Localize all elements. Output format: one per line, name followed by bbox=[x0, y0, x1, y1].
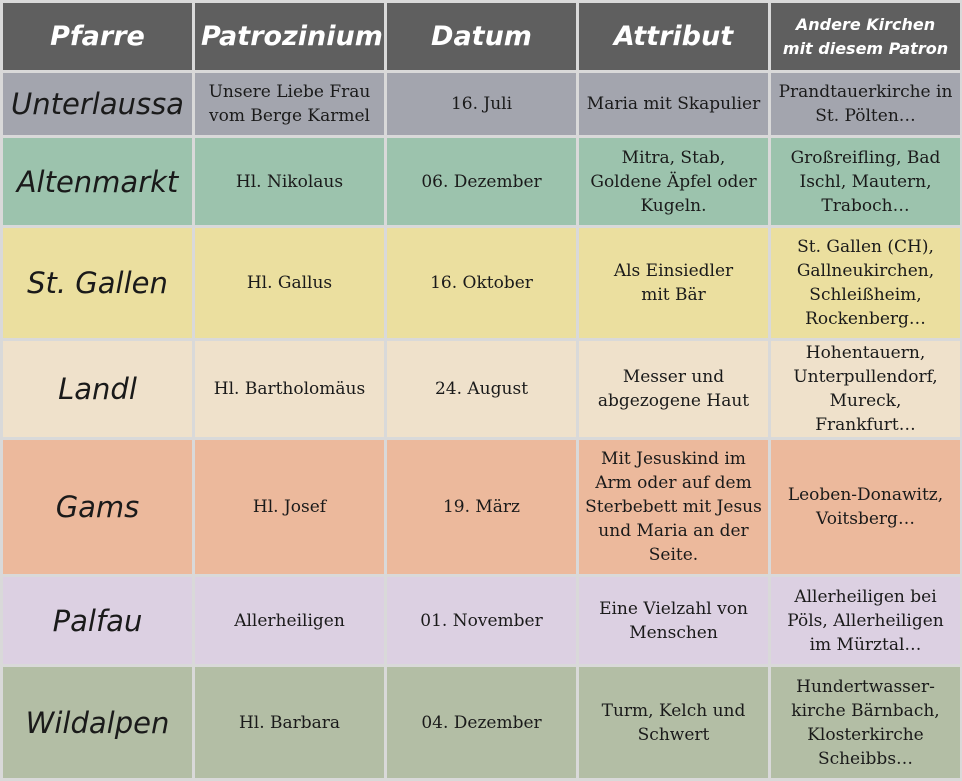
cell-patrozinium: Hl. Barbara bbox=[192, 664, 387, 781]
cell-andere-kirchen: Hundertwasser- kirche Bärnbach, Klosterk… bbox=[768, 664, 962, 781]
cell-attribut: Turm, Kelch und Schwert bbox=[576, 664, 771, 781]
table-row: Altenmarkt Hl. Nikolaus 06. Dezember Mitra,… bbox=[0, 135, 962, 228]
table-row: Palfau Allerheiligen 01. November Eine Viel… bbox=[0, 574, 962, 667]
cell-andere-kirchen: St. Gallen (CH), Gallneukirchen, Schleiß… bbox=[768, 225, 962, 341]
cell-patrozinium: Hl. Bartholomäus bbox=[192, 338, 387, 440]
cell-pfarre: Wildalpen bbox=[0, 664, 195, 781]
cell-patrozinium: Allerheiligen bbox=[192, 574, 387, 667]
cell-andere-kirchen: Allerheiligen bei Pöls, Allerheiligen im… bbox=[768, 574, 962, 667]
cell-datum: 16. Juli bbox=[384, 70, 579, 138]
cell-patrozinium: Hl. Gallus bbox=[192, 225, 387, 341]
table-row: St. Gallen Hl. Gallus 16. Oktober Als Einsi… bbox=[0, 225, 962, 341]
cell-datum: 19. März bbox=[384, 437, 579, 577]
cell-datum: 16. Oktober bbox=[384, 225, 579, 341]
header-pfarre: Pfarre bbox=[0, 0, 195, 73]
cell-andere-kirchen: Prandtauerkirche in St. Pölten… bbox=[768, 70, 962, 138]
cell-pfarre: Palfau bbox=[0, 574, 195, 667]
cell-attribut: Mitra, Stab, Goldene Äpfel oder Kugeln. bbox=[576, 135, 771, 228]
cell-attribut: Eine Vielzahl von Menschen bbox=[576, 574, 771, 667]
table-row: Wildalpen Hl. Barbara 04. Dezember Turm, Ke… bbox=[0, 664, 962, 781]
cell-andere-kirchen: Leoben-Donawitz, Voitsberg… bbox=[768, 437, 962, 577]
cell-andere-kirchen: Hohentauern, Unterpullendorf, Mureck, Fr… bbox=[768, 338, 962, 440]
table-row: Unterlaussa Unsere Liebe Frau vom Berge K… bbox=[0, 70, 962, 138]
table-row: Gams Hl. Josef 19. März Mit Jesuskind im Ar… bbox=[0, 437, 962, 577]
cell-patrozinium: Hl. Nikolaus bbox=[192, 135, 387, 228]
cell-pfarre: St. Gallen bbox=[0, 225, 195, 341]
cell-pfarre: Unterlaussa bbox=[0, 70, 195, 138]
cell-pfarre: Altenmarkt bbox=[0, 135, 195, 228]
table-row: Landl Hl. Bartholomäus 24. August Messer un… bbox=[0, 338, 962, 440]
header-andere-kirchen: Andere Kirchen mit diesem Patron bbox=[768, 0, 962, 73]
cell-patrozinium: Unsere Liebe Frau vom Berge Karmel bbox=[192, 70, 387, 138]
cell-attribut: Mit Jesuskind im Arm oder auf dem Sterbe… bbox=[576, 437, 771, 577]
cell-datum: 06. Dezember bbox=[384, 135, 579, 228]
cell-attribut: Als Einsiedler mit Bär bbox=[576, 225, 771, 341]
header-datum: Datum bbox=[384, 0, 579, 73]
cell-datum: 04. Dezember bbox=[384, 664, 579, 781]
header-patrozinium: Patrozinium bbox=[192, 0, 387, 73]
cell-pfarre: Landl bbox=[0, 338, 195, 440]
cell-patrozinium: Hl. Josef bbox=[192, 437, 387, 577]
header-attribut: Attribut bbox=[576, 0, 771, 73]
cell-datum: 24. August bbox=[384, 338, 579, 440]
cell-pfarre: Gams bbox=[0, 437, 195, 577]
header-row: Pfarre Patrozinium Datum Attribut Andere… bbox=[0, 0, 962, 73]
cell-attribut: Messer und abgezogene Haut bbox=[576, 338, 771, 440]
cell-andere-kirchen: Großreifling, Bad Ischl, Mautern, Traboc… bbox=[768, 135, 962, 228]
cell-datum: 01. November bbox=[384, 574, 579, 667]
cell-attribut: Maria mit Skapulier bbox=[576, 70, 771, 138]
